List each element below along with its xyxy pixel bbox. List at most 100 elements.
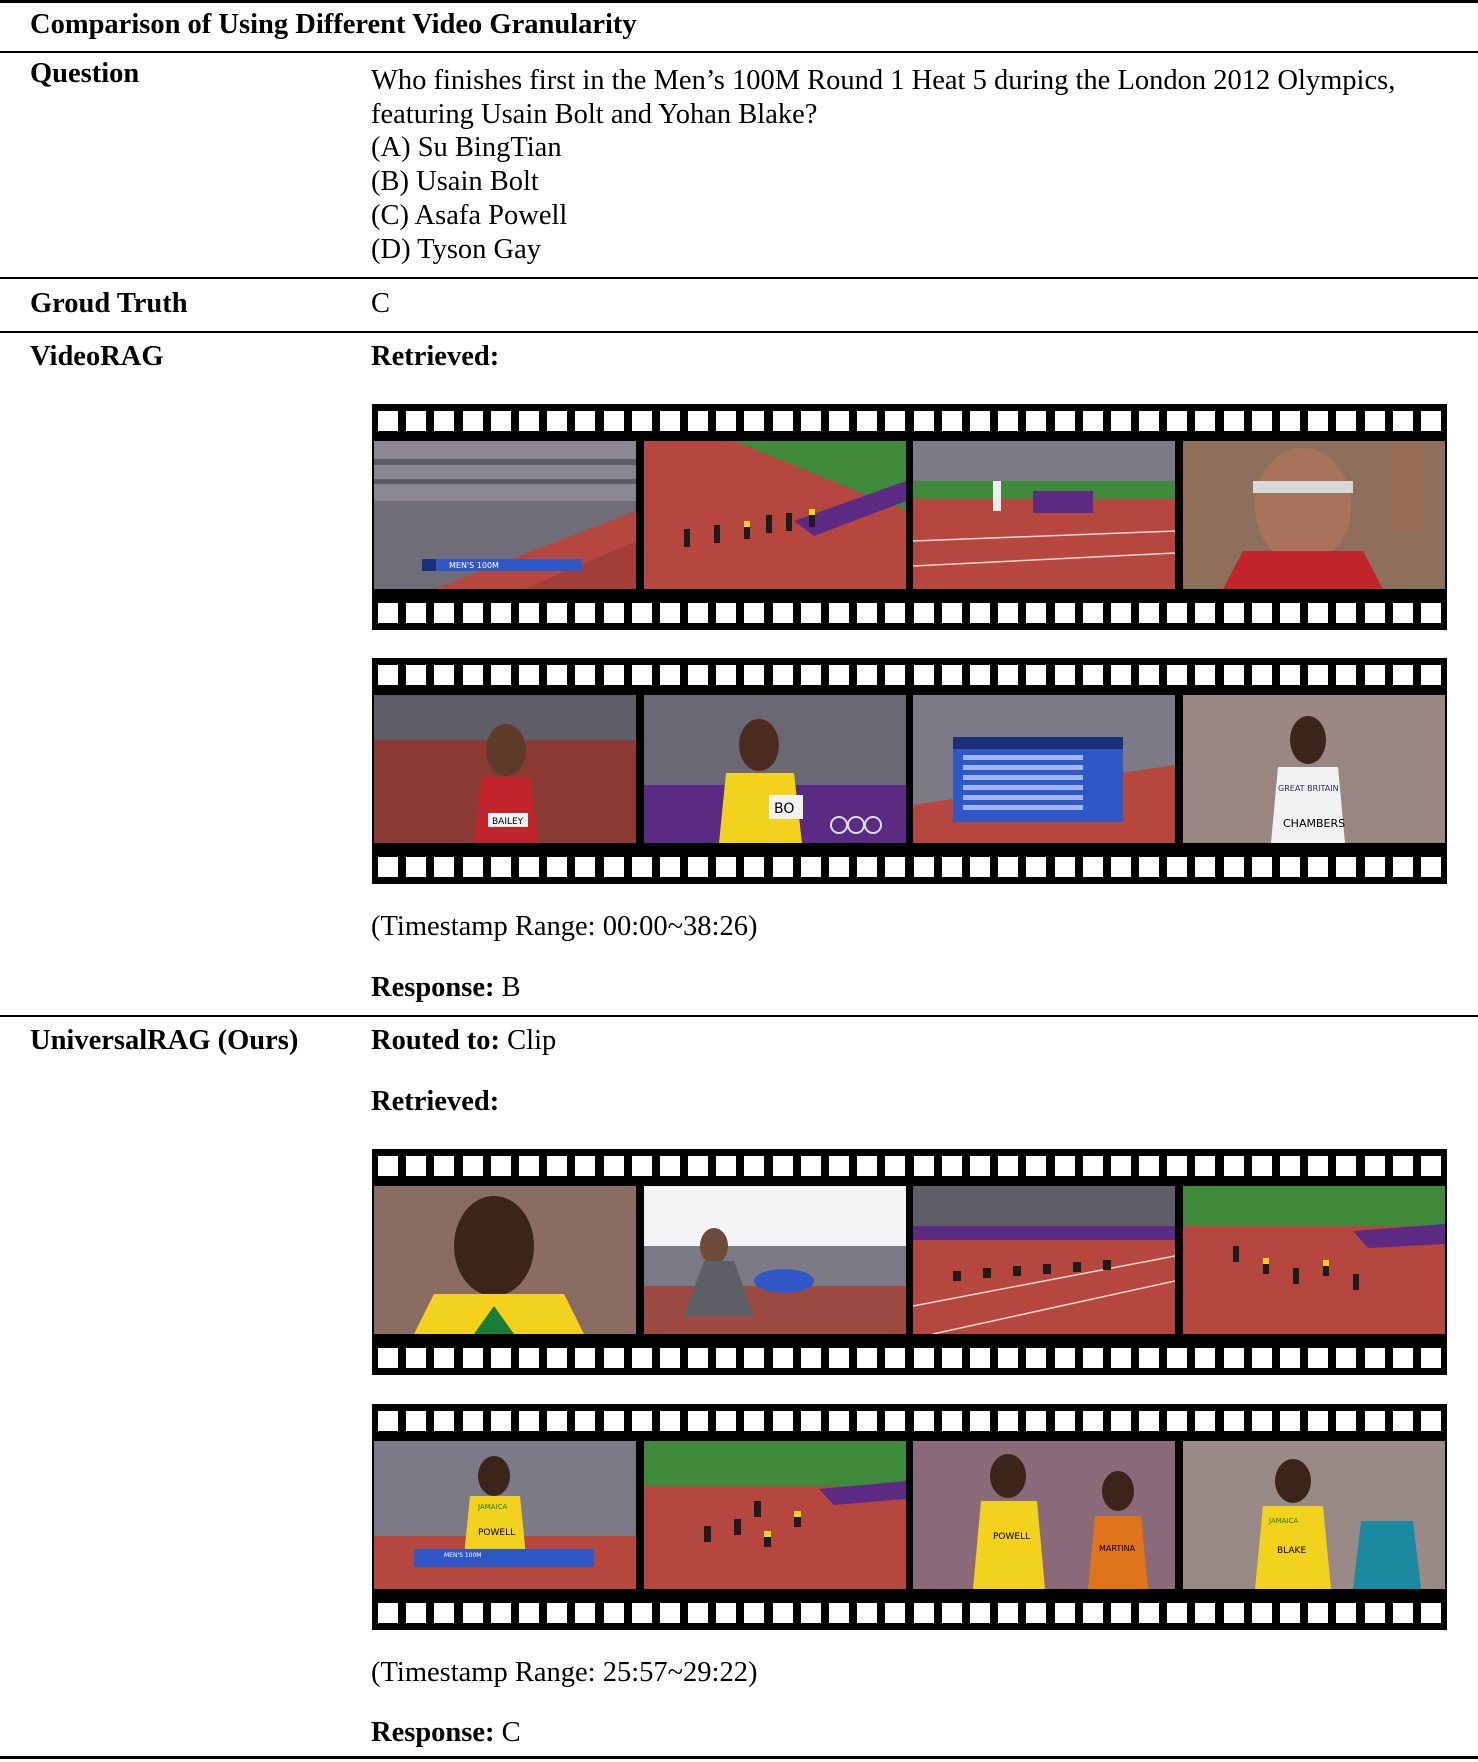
sprocket-hole	[800, 603, 821, 623]
sprocket-hole	[659, 1411, 680, 1431]
sprocket-hole	[434, 1603, 455, 1623]
sprocket-hole	[688, 411, 709, 431]
sprocket-hole	[1167, 1603, 1188, 1623]
sprocket-hole	[1280, 1156, 1300, 1176]
sprocket-hole	[462, 1603, 483, 1623]
sprocket-hole	[772, 665, 793, 685]
sprocket-hole	[716, 857, 737, 877]
sprocket-hole	[1195, 857, 1216, 877]
sprocket-hole	[631, 1156, 652, 1176]
sprocket-hole	[1054, 603, 1075, 623]
sprocket-hole	[603, 857, 624, 877]
sprocket-hole	[857, 1603, 878, 1623]
sprocket-hole	[575, 665, 596, 685]
sprocket-hole	[631, 603, 652, 623]
ground-truth-value: C	[371, 288, 391, 319]
sprocket-hole	[378, 1603, 398, 1623]
sprocket-hole	[1082, 411, 1103, 431]
universalrag-retrieved-label: Retrieved:	[371, 1086, 500, 1117]
sprocket-hole	[1054, 411, 1075, 431]
sprocket-hole	[434, 411, 455, 431]
sprocket-hole	[1251, 1603, 1272, 1623]
sprocket-hole	[631, 857, 652, 877]
sprocket-hole	[744, 665, 765, 685]
sprocket-hole	[1392, 857, 1413, 877]
film-strip: JAMAICA POWELL MEN'S 100M POWELL	[372, 1404, 1447, 1630]
sprocket-hole	[1110, 857, 1131, 877]
sprocket-hole	[434, 1411, 455, 1431]
sprocket-hole	[631, 1411, 652, 1431]
graphic-title: MEN'S 100M	[444, 1552, 481, 1559]
sprocket-hole	[1026, 1603, 1047, 1623]
sprocket-hole	[1251, 411, 1272, 431]
sprocket-hole	[603, 1156, 624, 1176]
videorag-label: VideoRAG	[30, 341, 164, 372]
sprocket-hole	[1195, 1411, 1216, 1431]
sprocket-hole	[969, 857, 990, 877]
sprocket-hole	[1167, 1348, 1188, 1368]
sprocket-hole	[1082, 665, 1103, 685]
sprocket-hole	[1110, 1156, 1131, 1176]
sprocket-hole	[1420, 857, 1441, 877]
sprocket-hole	[829, 1603, 849, 1623]
sprocket-hole	[575, 411, 596, 431]
sprocket-holes	[372, 603, 1447, 623]
sprocket-hole	[1082, 1348, 1103, 1368]
option-c: (C) Asafa Powell	[371, 199, 568, 231]
sprocket-hole	[1223, 665, 1244, 685]
sprocket-hole	[1251, 603, 1272, 623]
video-frame-powell-martina: POWELL MARTINA	[913, 1441, 1176, 1589]
sprocket-hole	[1251, 1348, 1272, 1368]
sprocket-hole	[575, 1603, 596, 1623]
sprocket-hole	[716, 1348, 737, 1368]
sprocket-hole	[1139, 1603, 1160, 1623]
sprocket-hole	[969, 603, 990, 623]
sprocket-hole	[941, 1348, 962, 1368]
sprocket-hole	[857, 1156, 878, 1176]
sprocket-hole	[659, 603, 680, 623]
sprocket-hole	[829, 411, 849, 431]
sprocket-hole	[378, 603, 398, 623]
sprocket-hole	[490, 1603, 511, 1623]
sprocket-hole	[518, 1411, 539, 1431]
response-label: Response:	[371, 1717, 495, 1748]
question-label: Question	[30, 58, 140, 89]
sprocket-hole	[575, 603, 596, 623]
sprocket-hole	[998, 603, 1019, 623]
sprocket-hole	[885, 1411, 906, 1431]
sprocket-hole	[1280, 857, 1300, 877]
sprocket-hole	[744, 1348, 765, 1368]
sprocket-holes	[372, 411, 1447, 431]
sprocket-hole	[885, 411, 906, 431]
ground-truth-label: Groud Truth	[30, 288, 188, 319]
sprocket-hole	[1251, 1156, 1272, 1176]
sprocket-hole	[941, 411, 962, 431]
bib-text: POWELL	[993, 1532, 1030, 1542]
sprocket-hole	[547, 1603, 568, 1623]
video-frame-starting-blocks	[913, 1186, 1176, 1334]
sprocket-hole	[1026, 665, 1047, 685]
sprocket-hole	[1139, 665, 1160, 685]
sprocket-hole	[547, 411, 568, 431]
sprocket-hole	[575, 1156, 596, 1176]
bib-text: BO	[774, 801, 794, 817]
sprocket-holes	[372, 1411, 1447, 1431]
sprocket-hole	[1280, 1603, 1300, 1623]
sprocket-hole	[800, 1603, 821, 1623]
sprocket-hole	[1054, 665, 1075, 685]
sprocket-hole	[1364, 1348, 1385, 1368]
sprocket-hole	[1364, 1156, 1385, 1176]
video-frame-sprint	[1182, 1186, 1445, 1334]
sprocket-hole	[1251, 1411, 1272, 1431]
sprocket-hole	[1054, 1411, 1075, 1431]
sprocket-hole	[462, 857, 483, 877]
film-strip: MEN'S 100M	[372, 404, 1447, 630]
sprocket-hole	[1392, 665, 1413, 685]
sprocket-hole	[998, 411, 1019, 431]
video-frame-race-start	[643, 441, 906, 589]
response-value: B	[501, 972, 521, 1003]
video-frame-runner-usa: BAILEY	[374, 695, 636, 843]
sprocket-hole	[941, 1603, 962, 1623]
videorag-retrieved-label: Retrieved:	[371, 341, 500, 372]
sprocket-hole	[518, 1603, 539, 1623]
